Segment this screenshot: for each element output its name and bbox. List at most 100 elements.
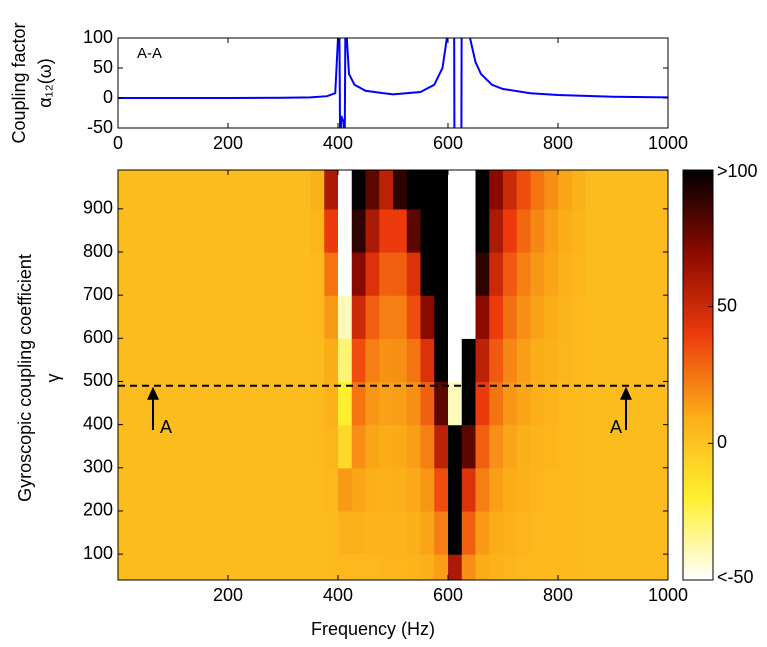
- heatmap-cell: [448, 467, 463, 512]
- heatmap-cell: [310, 554, 325, 580]
- heatmap-cell: [571, 510, 587, 555]
- heatmap-cell: [571, 295, 587, 339]
- heatmap-cell: [379, 170, 394, 210]
- heatmap-cell: [379, 252, 394, 296]
- heatmap-cell: [241, 510, 257, 555]
- heatmap-cell: [324, 424, 339, 469]
- heatmap-cell: [530, 381, 545, 426]
- heatmap-cell: [159, 338, 174, 383]
- heatmap-cell: [475, 424, 490, 469]
- heatmap-cell: [186, 510, 202, 555]
- heatmap-cell: [434, 170, 449, 210]
- heatmap-cell: [255, 424, 270, 469]
- heatmap-cell: [475, 252, 490, 296]
- heatmap-cell: [310, 424, 325, 469]
- heatmap-cell: [269, 252, 284, 296]
- heatmap-cell: [269, 424, 284, 469]
- heatmap-cell: [255, 554, 270, 580]
- heatmap-cell: [296, 170, 312, 210]
- x-tick-label: 400: [323, 585, 353, 605]
- heatmap-cell: [310, 381, 325, 426]
- heatmap-cell: [255, 338, 270, 383]
- heatmap-cell: [338, 510, 353, 555]
- heatmap-cell: [228, 467, 243, 512]
- heatmap-cell: [626, 252, 642, 296]
- heatmap-cell: [461, 510, 477, 555]
- heatmap-cell: [379, 381, 394, 426]
- heatmap-cell: [571, 208, 587, 253]
- arrow-head: [620, 386, 632, 400]
- heatmap-cell: [530, 467, 545, 512]
- heatmap-cell: [296, 338, 312, 383]
- heatmap-cell: [613, 338, 628, 383]
- heatmap-cell: [654, 170, 668, 210]
- heatmap-cell: [269, 381, 284, 426]
- x-tick-label: 1000: [648, 585, 688, 605]
- heatmap-cell: [186, 554, 202, 580]
- heatmap-cell: [461, 467, 477, 512]
- heatmap-cell: [351, 252, 367, 296]
- heatmap-cell: [200, 424, 215, 469]
- heatmap-cell: [324, 381, 339, 426]
- heatmap-cell: [599, 424, 614, 469]
- heatmap-cell: [241, 338, 257, 383]
- axes-frame: [117, 37, 669, 129]
- heatmap-cell: [296, 381, 312, 426]
- axes-frame: [117, 169, 669, 581]
- heatmap-cell: [131, 338, 147, 383]
- heatmap-cell: [544, 510, 559, 555]
- heatmap-cell: [214, 170, 229, 210]
- heatmap-cell: [173, 252, 188, 296]
- heatmap-cell: [310, 338, 325, 383]
- heatmap-cell: [613, 424, 628, 469]
- heatmap-cell: [324, 208, 339, 253]
- heatmap-cell: [503, 170, 518, 210]
- heatmap-cell: [200, 170, 215, 210]
- heatmap-cell: [654, 554, 668, 580]
- heatmap-cell: [626, 381, 642, 426]
- heatmap-cell: [585, 252, 600, 296]
- heatmap-cell: [241, 467, 257, 512]
- heatmap-cell: [558, 338, 573, 383]
- heatmap-cell: [558, 381, 573, 426]
- heatmap-cell: [296, 510, 312, 555]
- heatmap-cell: [228, 170, 243, 210]
- heatmap-cell: [585, 381, 600, 426]
- heatmap-cell: [393, 338, 408, 383]
- heatmap-cell: [338, 252, 353, 296]
- heatmap-cell: [338, 208, 353, 253]
- heatmap-cell: [420, 170, 435, 210]
- heatmap-cell: [214, 510, 229, 555]
- heatmap-cell: [585, 554, 600, 580]
- heatmap-cell: [241, 170, 257, 210]
- heatmap-cell: [475, 170, 490, 210]
- heatmap-cell: [173, 295, 188, 339]
- heatmap-cell: [530, 252, 545, 296]
- heatmap-cell: [448, 295, 463, 339]
- heatmap-cell: [379, 208, 394, 253]
- heatmap-cell: [489, 381, 504, 426]
- heatmap-cell: [489, 510, 504, 555]
- heatmap-cell: [338, 295, 353, 339]
- heatmap-cell: [530, 510, 545, 555]
- x-axis-label: Frequency (Hz): [311, 619, 435, 639]
- heatmap-cell: [420, 424, 435, 469]
- heatmap-cell: [489, 424, 504, 469]
- heatmap-cell: [241, 554, 257, 580]
- x-tick-label: 400: [323, 133, 353, 153]
- heatmap-cell: [544, 252, 559, 296]
- heatmap-cell: [310, 467, 325, 512]
- heatmap-cell: [269, 554, 284, 580]
- heatmap-cell: [571, 338, 587, 383]
- heatmap-cell: [544, 295, 559, 339]
- heatmap-cell: [434, 510, 449, 555]
- heatmap-cell: [434, 554, 449, 580]
- heatmap-cell: [118, 208, 133, 253]
- y-tick-label: 100: [83, 27, 113, 47]
- heatmap-cell: [640, 510, 655, 555]
- heatmap-cell: [434, 424, 449, 469]
- heatmap-cell: [503, 295, 518, 339]
- heatmap-cell: [310, 208, 325, 253]
- heatmap-cell: [255, 295, 270, 339]
- heatmap-cell: [283, 208, 298, 253]
